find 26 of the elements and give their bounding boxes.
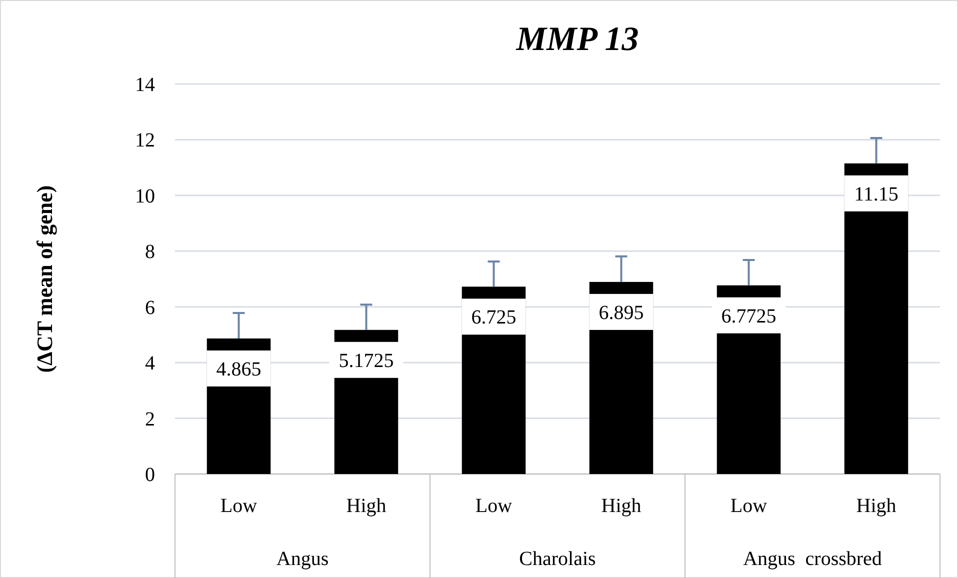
y-tick-label: 2 xyxy=(145,408,155,430)
y-tick-label: 14 xyxy=(135,74,155,96)
chart-title: MMP 13 xyxy=(515,21,639,58)
x-tick-label: High xyxy=(346,495,386,517)
data-label: 11.15 xyxy=(854,183,898,206)
y-tick-label: 6 xyxy=(145,296,155,319)
data-label: 6.895 xyxy=(598,302,644,324)
y-axis-title: (ΔCT mean of gene) xyxy=(32,185,57,373)
bar xyxy=(844,163,908,474)
text: Charolais xyxy=(519,548,596,570)
x-tick-label: Low xyxy=(475,495,513,517)
data-label: 4.865 xyxy=(216,358,262,380)
y-tick-label: 0 xyxy=(145,464,155,486)
text: Angus crossbred xyxy=(743,548,882,570)
x-tick-label: High xyxy=(601,495,642,517)
x-tick-label: Low xyxy=(220,495,258,517)
x-tick-label: Low xyxy=(730,495,768,517)
data-label: 6.725 xyxy=(471,306,516,329)
data-label: 5.1725 xyxy=(338,350,394,372)
data-label: 6.7725 xyxy=(721,305,776,328)
y-tick-label: 12 xyxy=(135,130,155,152)
y-tick-label: 8 xyxy=(145,241,155,264)
y-tick-label: 10 xyxy=(135,185,155,208)
text: Angus xyxy=(276,548,329,570)
y-tick-label: 4 xyxy=(145,352,155,375)
x-tick-label: High xyxy=(856,495,896,517)
